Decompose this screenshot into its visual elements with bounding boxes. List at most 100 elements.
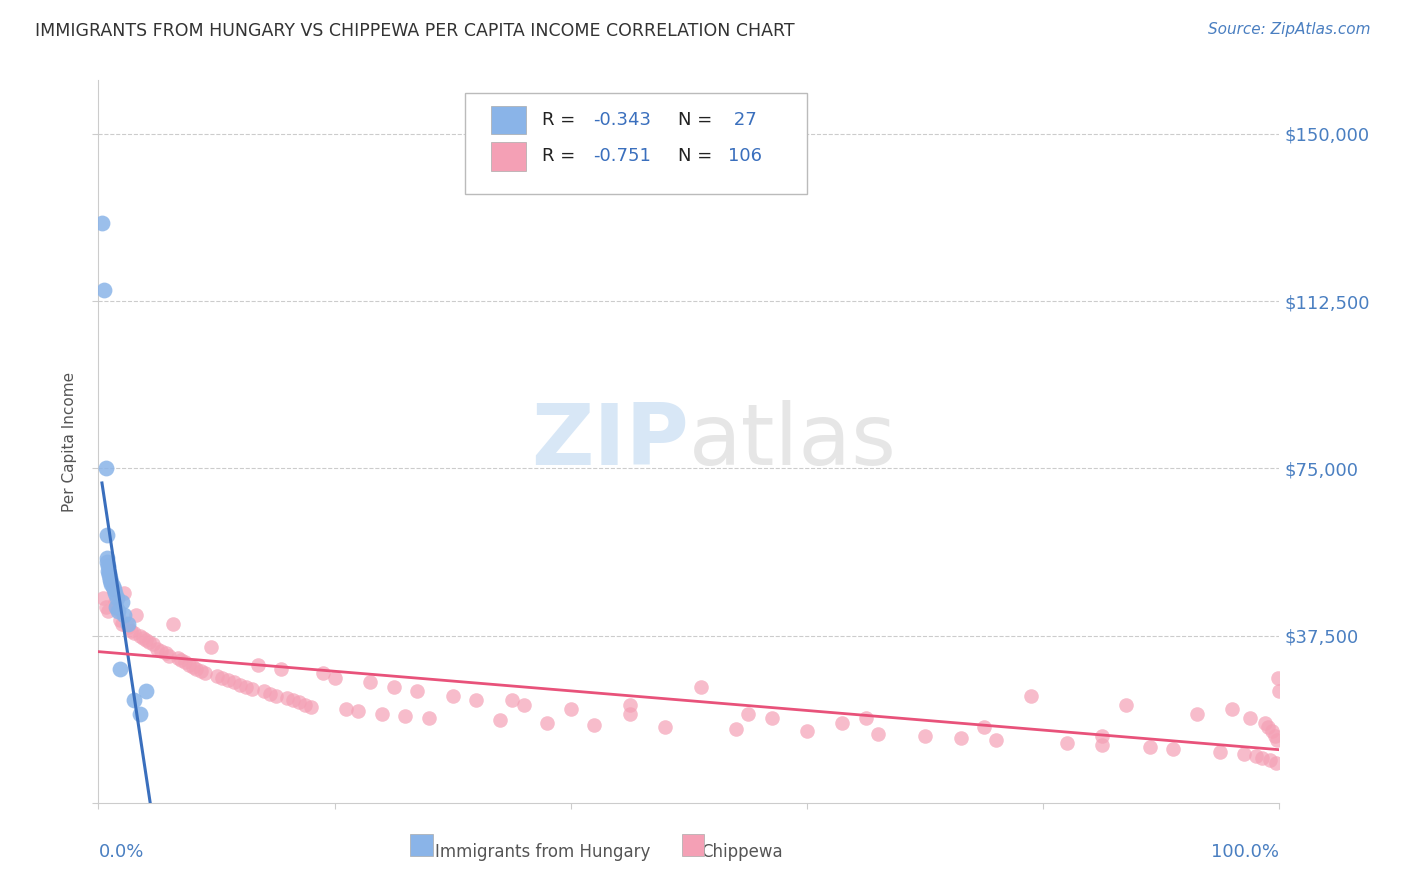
Point (117, 619, 139, 633)
Point (135, 684, 157, 698)
Point (235, 680, 257, 694)
FancyBboxPatch shape (682, 834, 704, 855)
Text: 0.0%: 0.0% (98, 843, 143, 861)
Point (831, 715, 853, 730)
Text: N =: N = (678, 111, 718, 129)
Point (108, 613, 131, 627)
Point (312, 666, 335, 681)
Point (264, 689, 287, 703)
Point (536, 715, 558, 730)
Point (1161, 742, 1184, 756)
FancyBboxPatch shape (411, 834, 433, 855)
Point (240, 681, 263, 696)
Point (406, 684, 429, 698)
Point (117, 617, 139, 632)
Point (121, 624, 143, 639)
Point (155, 646, 177, 660)
Point (211, 671, 233, 685)
Point (112, 608, 135, 623)
Point (619, 698, 641, 712)
Point (122, 626, 145, 640)
Point (323, 671, 346, 685)
Point (914, 729, 936, 743)
Point (224, 675, 246, 690)
Point (96, 555, 118, 569)
Point (299, 699, 322, 714)
Point (128, 628, 150, 642)
Point (270, 662, 292, 676)
Point (101, 580, 124, 594)
Text: N =: N = (678, 147, 718, 165)
Point (205, 669, 228, 683)
FancyBboxPatch shape (491, 105, 526, 135)
Point (138, 635, 160, 649)
Point (512, 698, 534, 712)
Point (170, 653, 193, 667)
Point (173, 655, 195, 669)
Point (1267, 671, 1289, 685)
Text: R =: R = (543, 111, 582, 129)
Point (796, 724, 818, 739)
FancyBboxPatch shape (491, 142, 526, 170)
Point (382, 680, 405, 694)
Point (1258, 753, 1281, 767)
Point (1139, 740, 1161, 755)
Point (105, 602, 128, 616)
Point (104, 595, 127, 609)
Point (100, 577, 122, 591)
Point (1264, 756, 1286, 770)
Text: IMMIGRANTS FROM HUNGARY VS CHIPPEWA PER CAPITA INCOME CORRELATION CHART: IMMIGRANTS FROM HUNGARY VS CHIPPEWA PER … (35, 22, 794, 40)
Point (166, 651, 188, 665)
Text: 106: 106 (728, 147, 762, 165)
Point (441, 689, 464, 703)
Point (105, 591, 128, 605)
Point (335, 702, 357, 716)
Point (1115, 698, 1137, 712)
Point (1264, 729, 1286, 743)
Point (1185, 706, 1208, 721)
Point (560, 702, 582, 716)
Point (288, 696, 311, 710)
Point (619, 706, 641, 721)
Point (179, 657, 201, 672)
Point (162, 617, 184, 632)
Point (1265, 733, 1288, 747)
Point (1261, 724, 1284, 739)
Point (1254, 715, 1277, 730)
Point (294, 698, 316, 712)
Point (103, 582, 125, 596)
Point (91, 591, 114, 605)
Text: Chippewa: Chippewa (700, 843, 782, 861)
Point (276, 690, 298, 705)
Point (93, 283, 115, 297)
Text: 100.0%: 100.0% (1212, 843, 1279, 861)
Point (217, 673, 239, 688)
Point (128, 706, 150, 721)
Point (347, 705, 370, 719)
Point (107, 604, 129, 618)
Point (91, 216, 114, 230)
Point (501, 693, 523, 707)
Point (1056, 735, 1078, 749)
Point (246, 657, 269, 672)
Point (190, 664, 212, 679)
Point (111, 617, 134, 632)
Point (1250, 751, 1272, 765)
Point (125, 608, 148, 623)
Point (984, 733, 1007, 747)
Text: ZIP: ZIP (531, 400, 689, 483)
Point (761, 711, 783, 725)
Point (253, 684, 276, 698)
Point (1239, 711, 1261, 725)
Text: -0.751: -0.751 (593, 147, 651, 165)
Point (200, 640, 222, 654)
Point (96, 550, 118, 565)
Point (98, 573, 121, 587)
Point (96, 528, 118, 542)
Point (229, 678, 252, 692)
Point (97, 604, 120, 618)
Point (100, 575, 122, 590)
Point (98, 573, 121, 587)
Point (973, 720, 995, 734)
Point (112, 586, 135, 600)
